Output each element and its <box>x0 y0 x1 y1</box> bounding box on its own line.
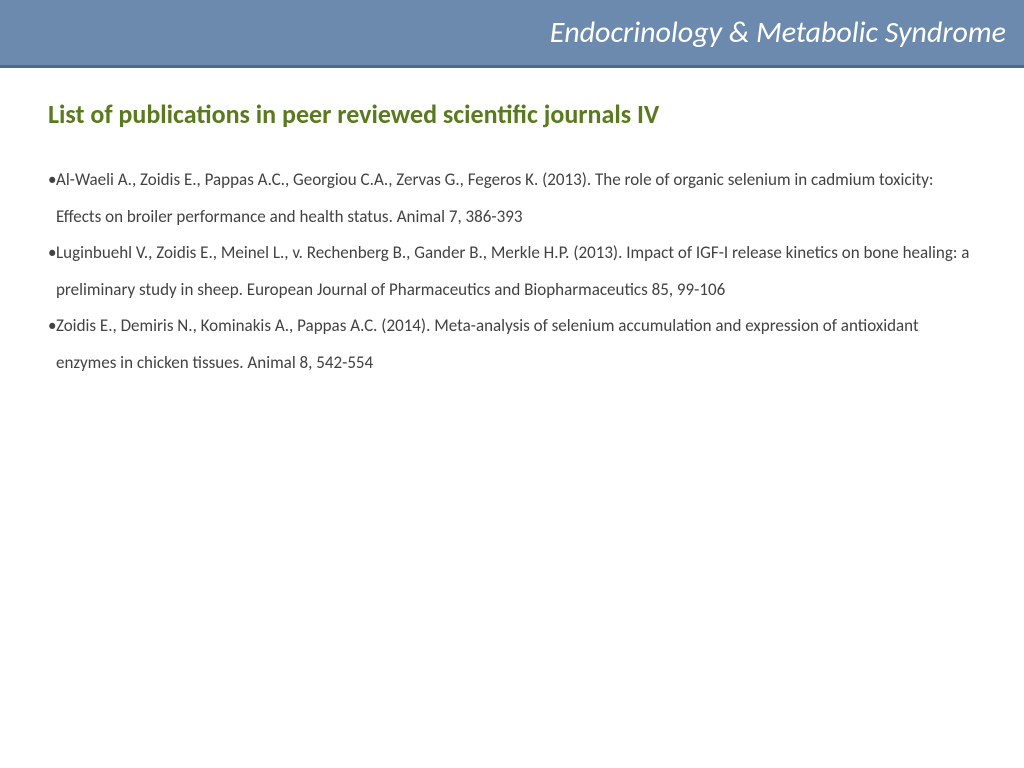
header-band: Endocrinology & Metabolic Syndrome <box>0 0 1024 68</box>
header-title: Endocrinology & Metabolic Syndrome <box>550 14 1006 51</box>
publication-item: Al-Waeli A., Zoidis E., Pappas A.C., Geo… <box>48 162 976 235</box>
publication-list: Al-Waeli A., Zoidis E., Pappas A.C., Geo… <box>48 162 976 381</box>
content-area: List of publications in peer reviewed sc… <box>0 68 1024 381</box>
publication-item: Luginbuehl V., Zoidis E., Meinel L., v. … <box>48 235 976 308</box>
section-heading: List of publications in peer reviewed sc… <box>48 98 976 130</box>
publication-item: Zoidis E., Demiris N., Kominakis A., Pap… <box>48 308 976 381</box>
